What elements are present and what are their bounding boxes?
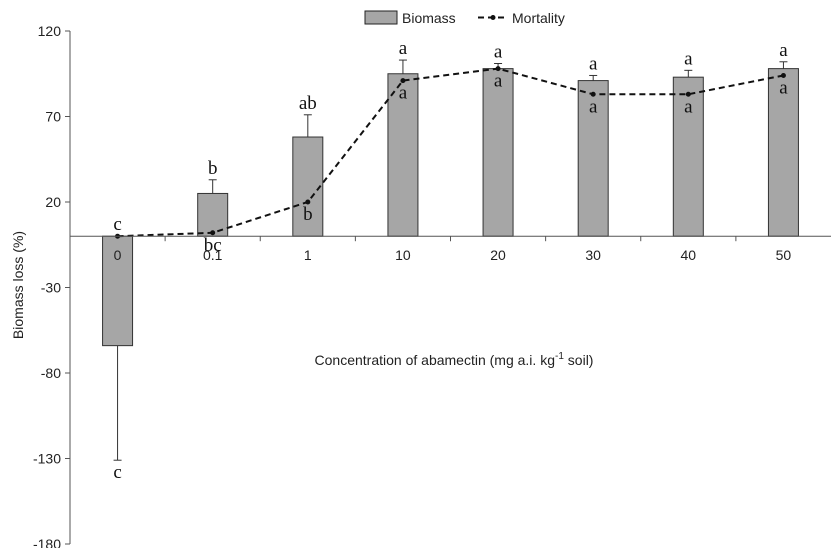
y-tick-label: 70 bbox=[45, 109, 61, 125]
y-tick-label: 20 bbox=[45, 194, 61, 210]
mortality-point bbox=[495, 66, 501, 72]
legend: Biomass Mortality bbox=[364, 10, 565, 26]
mortality-letter: b bbox=[303, 204, 313, 225]
x-tick-label: 1 bbox=[304, 247, 312, 263]
biomass-letter: a bbox=[684, 48, 693, 69]
x-tick-label: 40 bbox=[681, 247, 697, 263]
y-axis-title: Biomass loss (%) bbox=[10, 231, 26, 339]
legend-label-mortality: Mortality bbox=[512, 10, 565, 26]
biomass-letter: b bbox=[208, 158, 218, 179]
x-tick-label: 0 bbox=[114, 247, 122, 263]
bar-biomass bbox=[102, 235, 134, 347]
x-axis: 0 0.1 1 10 20 30 40 50 bbox=[69, 235, 831, 263]
mortality-letter: a bbox=[684, 96, 693, 117]
y-tick-label: -80 bbox=[41, 365, 61, 381]
biomass-letter: a bbox=[779, 40, 788, 61]
legend-label-biomass: Biomass bbox=[402, 10, 456, 26]
mortality-letter: bc bbox=[204, 235, 222, 256]
mortality-letter: a bbox=[494, 71, 503, 92]
x-tick-label: 50 bbox=[776, 247, 792, 263]
x-tick-label: 10 bbox=[395, 247, 411, 263]
x-axis-title-sup: -1 bbox=[555, 351, 564, 362]
legend-swatch-biomass bbox=[364, 10, 398, 25]
mortality-line bbox=[115, 66, 786, 239]
mortality-point bbox=[590, 91, 596, 97]
biomass-letter-below: c bbox=[113, 462, 121, 483]
y-tick-label: 120 bbox=[38, 23, 62, 39]
bars bbox=[102, 68, 799, 347]
biomass-letter: a bbox=[494, 41, 503, 62]
y-tick-label: -130 bbox=[33, 451, 61, 467]
mortality-point bbox=[210, 230, 216, 236]
x-axis-title-tail: soil) bbox=[564, 352, 594, 368]
x-axis-title-main: Concentration of abamectin (mg a.i. kg bbox=[315, 352, 555, 368]
biomass-letter: a bbox=[589, 53, 598, 74]
biomass-letter: a bbox=[399, 38, 408, 59]
legend-marker-mortality bbox=[490, 15, 496, 20]
bar-biomass bbox=[197, 192, 229, 237]
bar-biomass bbox=[767, 68, 799, 237]
y-tick-label: -30 bbox=[41, 280, 61, 296]
error-bars bbox=[113, 59, 788, 461]
mortality-point bbox=[780, 72, 786, 78]
mortality-point bbox=[685, 91, 691, 97]
x-tick-label: 30 bbox=[585, 247, 601, 263]
mortality-point bbox=[400, 78, 406, 84]
x-axis-title: Concentration of abamectin (mg a.i. kg-1… bbox=[315, 351, 594, 368]
biomass-letter: ab bbox=[299, 93, 317, 114]
y-tick-label: -180 bbox=[33, 536, 61, 548]
mortality-letter: a bbox=[589, 96, 598, 117]
x-tick-label: 0.1 bbox=[203, 247, 223, 263]
mortality-point bbox=[305, 199, 311, 205]
bar-biomass bbox=[482, 68, 514, 237]
y-axis: 120 70 20 -30 -80 -130 -180 bbox=[33, 23, 71, 548]
biomass-letter: c bbox=[113, 214, 121, 235]
mortality-line-path bbox=[117, 67, 784, 238]
x-tick-label: 20 bbox=[490, 247, 506, 263]
mortality-letter: a bbox=[779, 77, 788, 98]
mortality-letter: a bbox=[399, 83, 408, 104]
